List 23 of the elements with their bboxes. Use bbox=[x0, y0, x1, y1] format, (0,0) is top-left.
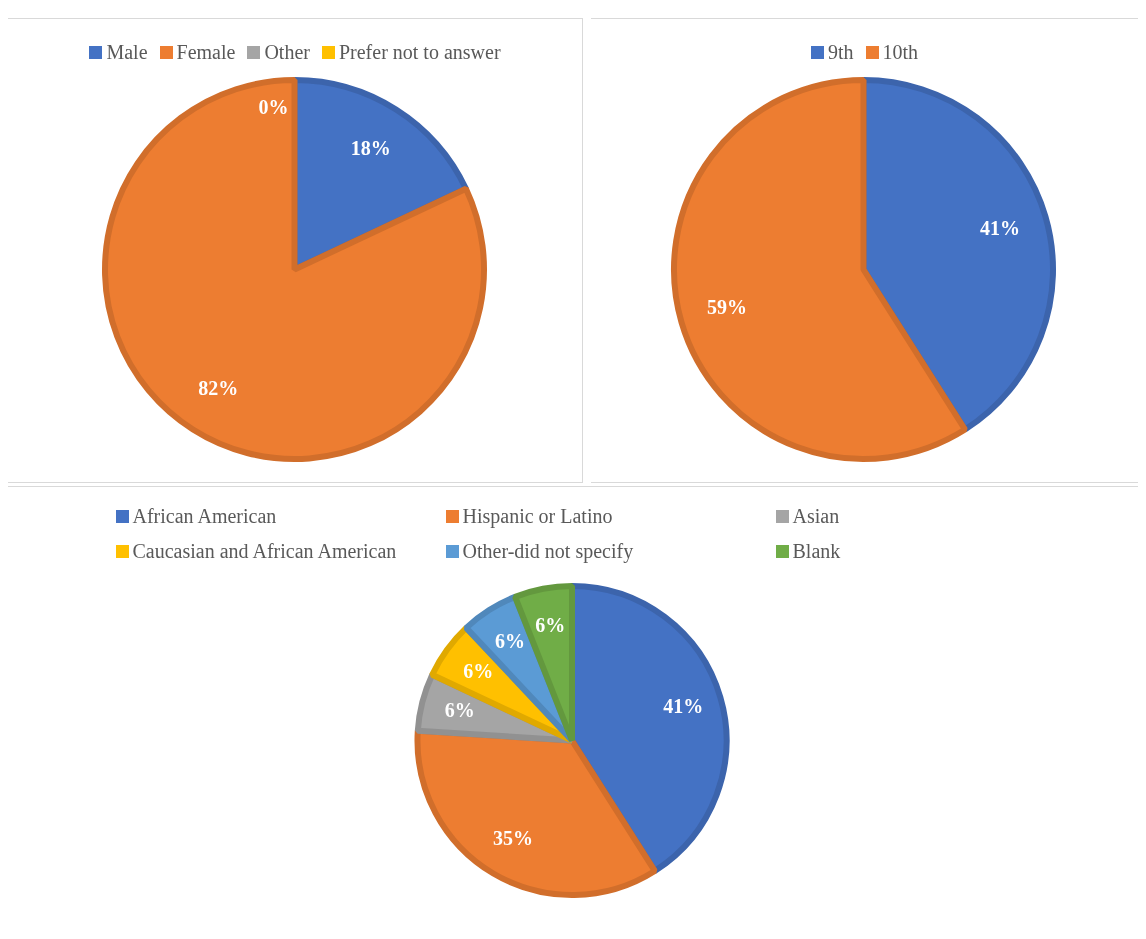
legend-label: Blank bbox=[792, 540, 841, 563]
legend-label: Other bbox=[264, 40, 310, 64]
legend-label: Hispanic or Latino bbox=[462, 505, 613, 528]
data-label: 6% bbox=[494, 629, 525, 652]
legend-label: Other-did not specify bbox=[462, 540, 634, 563]
data-label: 59% bbox=[707, 296, 748, 319]
data-label: 6% bbox=[444, 698, 475, 721]
legend-label: Female bbox=[176, 40, 236, 64]
data-label: 35% bbox=[493, 827, 534, 850]
legend-label: 10th bbox=[882, 40, 919, 64]
data-label: 41% bbox=[979, 217, 1020, 240]
legend-label: Male bbox=[106, 40, 148, 64]
legend-label: African American bbox=[132, 505, 277, 528]
legend-label: Asian bbox=[792, 505, 840, 528]
data-label: 6% bbox=[463, 659, 494, 682]
legend-label: Caucasian and African American bbox=[132, 540, 397, 563]
data-label: 6% bbox=[535, 613, 566, 636]
data-label: 41% bbox=[663, 695, 704, 718]
data-label: 18% bbox=[350, 136, 391, 159]
legend-label: Prefer not to answer bbox=[338, 40, 501, 64]
text: 0% bbox=[258, 95, 289, 118]
legend-label: 9th bbox=[827, 40, 854, 64]
data-label: 82% bbox=[198, 376, 239, 399]
